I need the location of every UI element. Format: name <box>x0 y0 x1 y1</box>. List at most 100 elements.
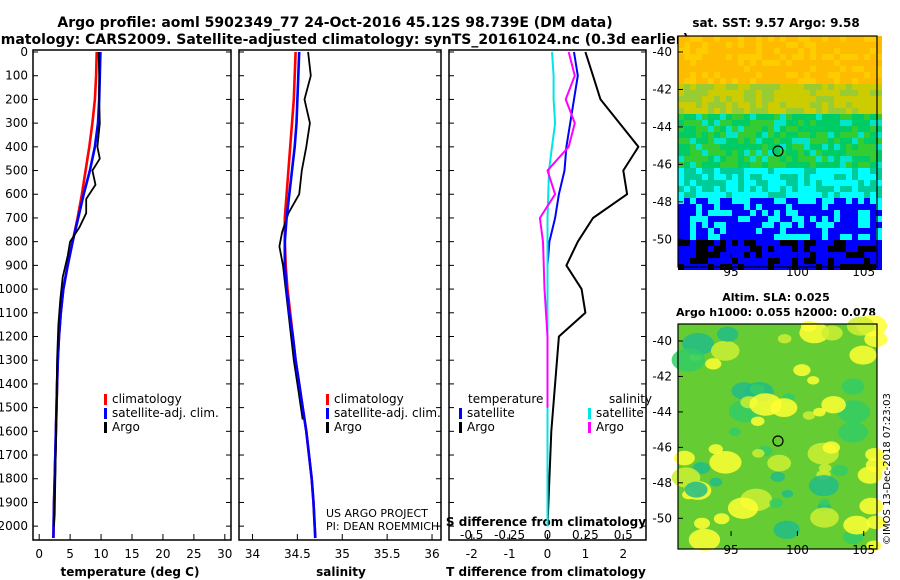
sst-map-cell <box>810 96 816 102</box>
sst-map-cell <box>858 210 864 216</box>
sst-map-cell <box>750 144 756 150</box>
sst-map-cell <box>870 60 876 66</box>
sst-map-cell <box>720 84 726 90</box>
salinity-x-tick-label: 35 <box>335 547 350 561</box>
map-lat-tick-label: -48 <box>652 195 672 209</box>
sst-map-cell <box>702 204 708 210</box>
sst-map-cell <box>762 234 768 240</box>
depth-tick-label: 1700 <box>0 448 28 462</box>
sst-map-cell <box>720 90 726 96</box>
sst-map-cell <box>828 78 834 84</box>
sst-map-cell <box>834 126 840 132</box>
sst-map-cell <box>864 198 870 204</box>
sst-map-cell <box>720 60 726 66</box>
sst-map-cell <box>786 252 792 258</box>
sst-map-cell <box>822 198 828 204</box>
sst-map-cell <box>876 264 882 270</box>
sst-map-cell <box>744 228 750 234</box>
sst-map-cell <box>678 108 684 114</box>
sla-map-blob <box>750 416 765 427</box>
sst-map-cell <box>756 234 762 240</box>
sst-map-cell <box>858 96 864 102</box>
sst-map-cell <box>768 54 774 60</box>
sst-map-cell <box>714 180 720 186</box>
sst-map-cell <box>876 78 882 84</box>
sst-map-cell <box>804 258 810 264</box>
sst-map-cell <box>714 186 720 192</box>
sla-map-blob <box>821 325 843 341</box>
sst-map-cell <box>822 192 828 198</box>
sla-map-blob <box>822 441 841 454</box>
sst-map-cell <box>810 258 816 264</box>
sst-map-cell <box>750 204 756 210</box>
sst-map-cell <box>696 234 702 240</box>
salinity-legend: climatology satellite-adj. clim. Argo <box>326 392 441 434</box>
sst-map-cell <box>756 192 762 198</box>
sst-map-cell <box>864 132 870 138</box>
sst-map-cell <box>822 252 828 258</box>
legend-swatch-climatology <box>104 394 107 405</box>
sst-map-cell <box>738 204 744 210</box>
sst-map-cell <box>768 252 774 258</box>
t-difference-tick-label: 0 <box>544 547 552 561</box>
depth-tick-label: 600 <box>5 187 28 201</box>
sst-map-cell <box>732 72 738 78</box>
credit-project: US ARGO PROJECT <box>326 507 428 520</box>
sst-map-cell <box>732 150 738 156</box>
sst-map-cell <box>870 234 876 240</box>
sst-map-cell <box>720 48 726 54</box>
sst-map-cell <box>762 108 768 114</box>
sst-map-cell <box>702 96 708 102</box>
figure-title-line2: Climatology: CARS2009. Satellite-adjuste… <box>0 32 689 48</box>
sst-map-cell <box>792 210 798 216</box>
depth-tick-label: 1100 <box>0 306 28 320</box>
sst-map-cell <box>696 114 702 120</box>
depth-tick-label: 1900 <box>0 495 28 509</box>
sla-map-blob <box>709 451 742 474</box>
legend-swatch-s-satellite <box>588 408 591 419</box>
sst-map-cell <box>732 210 738 216</box>
sst-map-cell <box>864 78 870 84</box>
sst-map-cell <box>720 120 726 126</box>
sst-map-cell <box>726 66 732 72</box>
sst-map-cell <box>792 144 798 150</box>
sst-map-cell <box>768 60 774 66</box>
sst-map-cell <box>840 36 846 42</box>
sst-map-cell <box>690 102 696 108</box>
sst-map-cell <box>678 246 684 252</box>
sst-map-cell <box>876 90 882 96</box>
sst-map-cell <box>834 36 840 42</box>
sst-map-cell <box>702 258 708 264</box>
sst-map-cell <box>786 162 792 168</box>
sst-map-cell <box>870 42 876 48</box>
sst-map-cell <box>834 114 840 120</box>
sst-map-cell <box>816 138 822 144</box>
sst-map-cell <box>834 180 840 186</box>
sst-map-cell <box>834 246 840 252</box>
sst-map-cell <box>780 234 786 240</box>
sst-map-cell <box>870 246 876 252</box>
sst-map-cell <box>780 138 786 144</box>
sst-map-cell <box>816 72 822 78</box>
sst-map-cell <box>780 240 786 246</box>
sla-map-blob <box>799 322 830 344</box>
sla-argo-location-marker <box>772 435 784 447</box>
sst-map-cell <box>864 162 870 168</box>
sst-map-cell <box>720 102 726 108</box>
sst-map-cell <box>702 198 708 204</box>
sst-map-cell <box>720 258 726 264</box>
sst-map-cell <box>798 84 804 90</box>
sst-map-cell <box>714 120 720 126</box>
depth-tick-label: 400 <box>5 140 28 154</box>
sst-map-cell <box>786 132 792 138</box>
sst-map-cell <box>690 84 696 90</box>
sst-map-cell <box>828 216 834 222</box>
sst-map-cell <box>870 258 876 264</box>
series-line-climatology <box>52 51 98 539</box>
sst-map-cell <box>858 258 864 264</box>
sst-map-cell <box>858 216 864 222</box>
sst-map-cell <box>792 36 798 42</box>
sst-map-cell <box>852 156 858 162</box>
sst-map-cell <box>684 174 690 180</box>
sst-map-cell <box>750 120 756 126</box>
